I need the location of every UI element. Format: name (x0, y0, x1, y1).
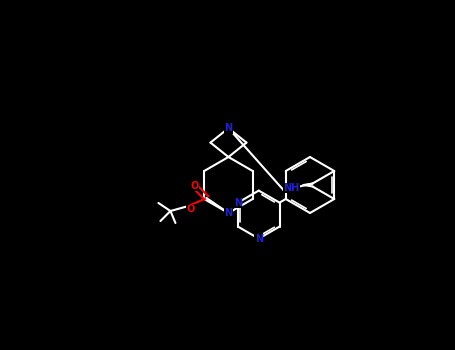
Text: O: O (187, 204, 195, 214)
Text: O: O (190, 181, 198, 191)
Text: N: N (255, 233, 263, 244)
Text: NH: NH (283, 183, 299, 193)
Text: N: N (234, 198, 242, 208)
Text: N: N (224, 123, 233, 133)
Text: N: N (224, 208, 233, 218)
